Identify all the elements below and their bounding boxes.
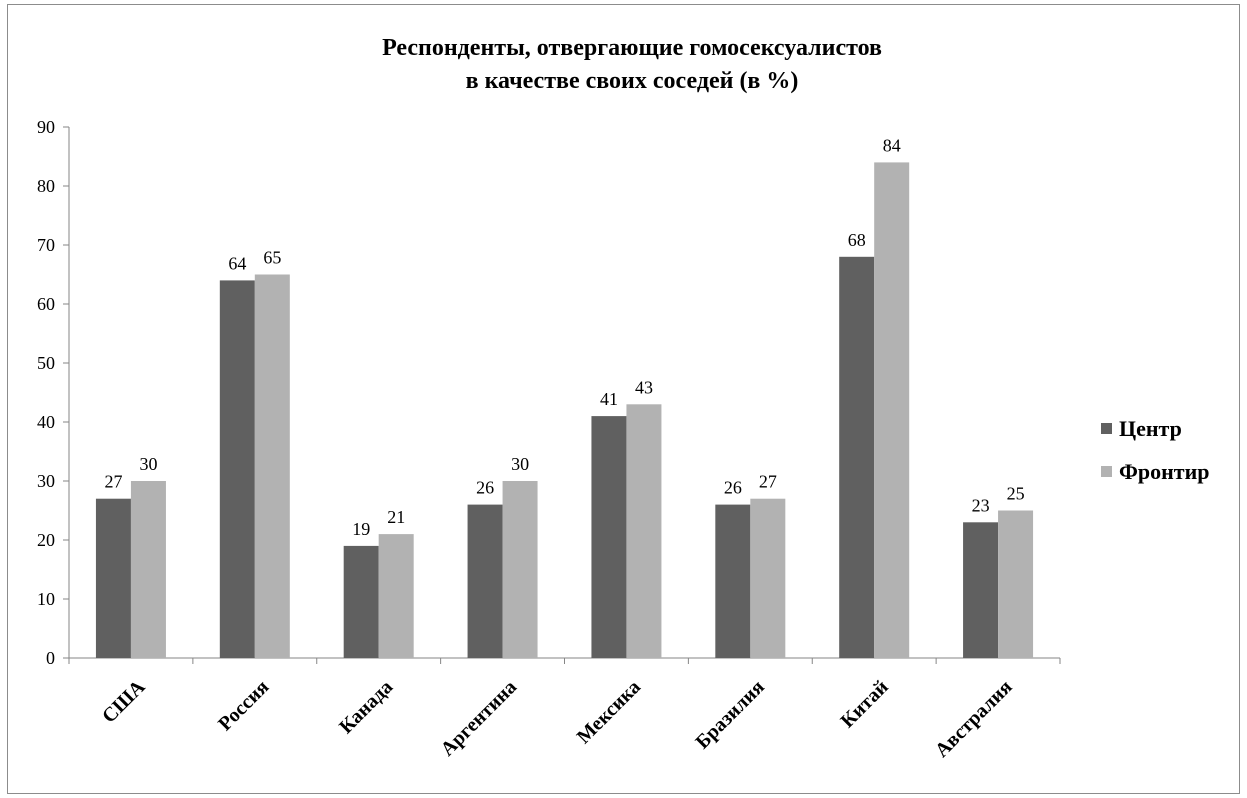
- y-tick-label: 90: [37, 117, 55, 137]
- bar-frontier: [378, 534, 414, 658]
- category-label: США: [98, 676, 150, 728]
- bar-center: [591, 416, 627, 658]
- bar-center: [963, 522, 999, 658]
- data-label: 41: [600, 389, 618, 409]
- data-label: 65: [263, 248, 281, 268]
- bar-frontier: [750, 498, 786, 658]
- data-label: 43: [635, 377, 653, 397]
- category-label: Бразилия: [691, 676, 769, 754]
- data-label: 27: [104, 472, 122, 492]
- bar-frontier: [502, 481, 538, 658]
- category-label: Австралия: [931, 676, 1017, 762]
- legend: Центр Фронтир: [1101, 416, 1210, 484]
- data-label: 19: [352, 519, 370, 539]
- y-tick-label: 50: [37, 353, 55, 373]
- y-tick-label: 30: [37, 471, 55, 491]
- y-tick-label: 70: [37, 235, 55, 255]
- bars: [95, 162, 1034, 658]
- data-label: 84: [883, 135, 901, 155]
- data-label: 64: [228, 253, 246, 273]
- y-tick-label: 20: [37, 530, 55, 550]
- bar-frontier: [874, 162, 910, 658]
- chart-title: Респонденты, отвергающие гомосексуалисто…: [382, 35, 882, 94]
- legend-swatch: [1101, 423, 1112, 434]
- data-label: 25: [1007, 484, 1025, 504]
- data-label: 30: [139, 454, 157, 474]
- category-label: Китай: [836, 676, 892, 732]
- bar-frontier: [626, 404, 662, 658]
- data-label: 23: [972, 495, 990, 515]
- data-labels: 27 30 64 65 19 21 26 30 41 43 26 27 68 84 23 25: [104, 135, 1024, 539]
- y-tick-label: 80: [37, 176, 55, 196]
- bar-frontier: [254, 274, 290, 658]
- bar-center: [95, 498, 131, 658]
- legend-label: Центр: [1119, 416, 1182, 441]
- bar-center: [715, 504, 751, 658]
- category-label: Канада: [335, 676, 397, 738]
- data-label: 27: [759, 472, 777, 492]
- chart-title-line-1: Респонденты, отвергающие гомосексуалисто…: [382, 35, 882, 61]
- data-label: 68: [848, 230, 866, 250]
- category-label: Мексика: [573, 676, 645, 748]
- bar-center: [219, 280, 255, 658]
- bar-frontier: [998, 510, 1034, 658]
- y-tick-label: 40: [37, 412, 55, 432]
- chart-frame: [7, 4, 1240, 794]
- bar-center: [343, 545, 379, 658]
- data-label: 21: [387, 507, 405, 527]
- chart-title-line-2: в качестве своих соседей (в %): [466, 68, 799, 94]
- legend-swatch: [1101, 466, 1112, 477]
- bar-frontier: [130, 481, 166, 658]
- bar-center: [839, 256, 875, 658]
- y-tick-label: 10: [37, 589, 55, 609]
- data-label: 26: [724, 478, 742, 498]
- data-label: 30: [511, 454, 529, 474]
- category-label: Россия: [214, 676, 273, 735]
- legend-label: Фронтир: [1119, 459, 1210, 484]
- data-label: 26: [476, 478, 494, 498]
- category-labels: США Россия Канада Аргентина Мексика Бразилия К…: [98, 676, 1017, 762]
- y-tick-label: 60: [37, 294, 55, 314]
- bar-center: [467, 504, 503, 658]
- y-tick-label: 0: [46, 648, 55, 668]
- category-label: Аргентина: [436, 676, 521, 761]
